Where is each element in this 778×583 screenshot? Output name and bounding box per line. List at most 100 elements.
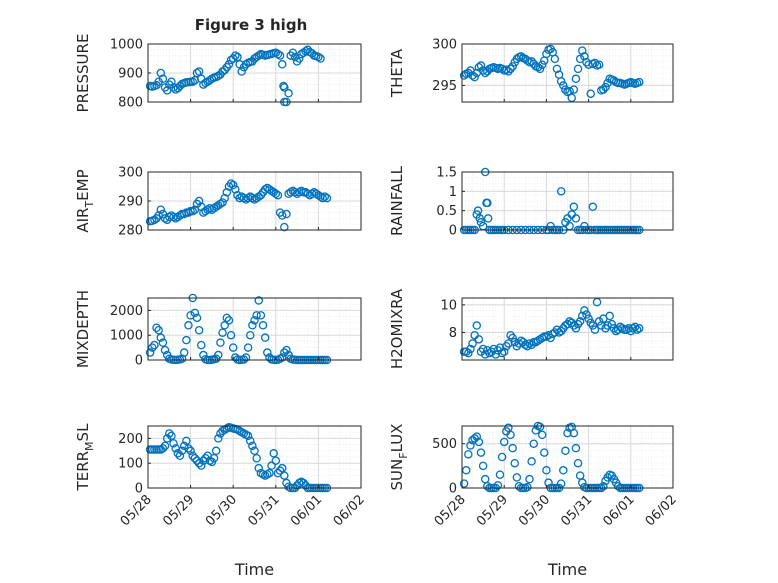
data-point <box>533 62 543 72</box>
data-point <box>506 430 515 440</box>
data-point <box>145 348 155 357</box>
data-point <box>502 65 511 74</box>
data-point <box>231 51 240 60</box>
data-point <box>252 311 261 320</box>
data-point <box>499 347 509 356</box>
x-tick-label: 06/02 <box>643 492 680 529</box>
data-point <box>277 211 287 220</box>
data-point <box>476 61 486 70</box>
x-tick-label: 05/31 <box>558 492 595 529</box>
y-axis-label: MIXDEPTH <box>74 290 92 368</box>
data-point <box>571 214 581 223</box>
y-tick-label: 200 <box>118 432 143 447</box>
data-point <box>196 340 206 350</box>
data-point <box>241 353 251 362</box>
data-point <box>175 81 185 91</box>
data-point <box>211 202 221 212</box>
data-point <box>497 452 507 462</box>
data-point <box>188 451 197 461</box>
y-axis-label: AIRTEMP <box>74 169 96 232</box>
data-point <box>297 49 306 59</box>
data-point <box>531 337 541 347</box>
data-point <box>218 198 227 207</box>
data-point <box>542 466 551 475</box>
data-point <box>493 481 503 490</box>
y-tick-label: 0 <box>449 482 457 497</box>
data-point <box>231 185 240 194</box>
axes-box <box>147 425 362 489</box>
data-point <box>474 335 484 344</box>
data-point <box>160 345 170 355</box>
data-point <box>216 338 225 347</box>
data-point <box>216 199 225 209</box>
x-tick-label: 05/29 <box>160 492 197 529</box>
x-tick-label: 05/28 <box>432 492 469 529</box>
panel-pressure: 800 900 1000 PRESSURE <box>74 34 362 113</box>
data-point <box>476 448 486 457</box>
data-point <box>590 325 600 334</box>
data-point <box>478 344 488 354</box>
data-point <box>237 67 246 76</box>
y-axis-label: THETA <box>388 48 406 98</box>
data-point <box>282 209 291 219</box>
data-point <box>158 444 168 453</box>
data-point <box>252 453 261 463</box>
data-point <box>250 54 259 63</box>
data-point <box>220 193 229 203</box>
data-point <box>461 466 471 475</box>
data-point <box>182 335 191 345</box>
data-point <box>483 214 493 223</box>
x-axis-label: Time <box>234 560 274 579</box>
data-point <box>267 461 276 470</box>
data-point <box>586 89 595 98</box>
data-point <box>280 348 289 357</box>
data-point <box>209 203 219 213</box>
data-point <box>575 54 585 64</box>
y-tick-label: 8 <box>449 326 457 341</box>
data-point <box>254 51 264 60</box>
data-point <box>156 205 166 214</box>
data-point <box>552 64 562 74</box>
data-point <box>250 446 259 456</box>
data-point <box>628 324 638 333</box>
data-point <box>156 333 166 342</box>
y-tick-label: 10 <box>440 298 457 313</box>
data-point <box>199 456 208 465</box>
data-point <box>571 324 581 333</box>
data-point <box>265 468 274 478</box>
data-point <box>464 68 473 78</box>
data-point <box>299 48 308 57</box>
data-point <box>569 85 579 94</box>
data-point <box>497 348 507 358</box>
axes-box <box>461 171 674 231</box>
data-point <box>279 81 288 91</box>
data-point <box>224 316 234 325</box>
data-point <box>546 333 555 343</box>
y-tick-label: 300 <box>432 38 457 53</box>
data-point <box>284 89 293 98</box>
data-point <box>512 473 522 482</box>
data-point <box>299 478 308 488</box>
data-point <box>535 64 545 74</box>
figure-title: Figure 3 high <box>195 16 308 34</box>
data-point <box>561 85 570 94</box>
data-point <box>196 461 206 470</box>
data-point <box>550 54 560 64</box>
data-point <box>461 347 471 356</box>
y-tick-label: 2000 <box>110 304 143 319</box>
data-point <box>169 439 178 448</box>
data-point <box>188 206 197 216</box>
data-point <box>150 215 159 225</box>
data-point <box>540 448 549 457</box>
data-point <box>622 325 631 334</box>
panel-air_temp: 280 290 300 AIRTEMP <box>74 166 362 239</box>
data-point <box>472 432 482 441</box>
data-point <box>571 443 581 453</box>
data-point <box>569 428 579 438</box>
y-axis-label: PRESSURE <box>74 34 92 113</box>
data-point <box>559 81 568 90</box>
data-point <box>495 470 505 479</box>
data-point <box>192 456 202 465</box>
data-point <box>468 71 477 80</box>
data-point <box>459 71 469 80</box>
